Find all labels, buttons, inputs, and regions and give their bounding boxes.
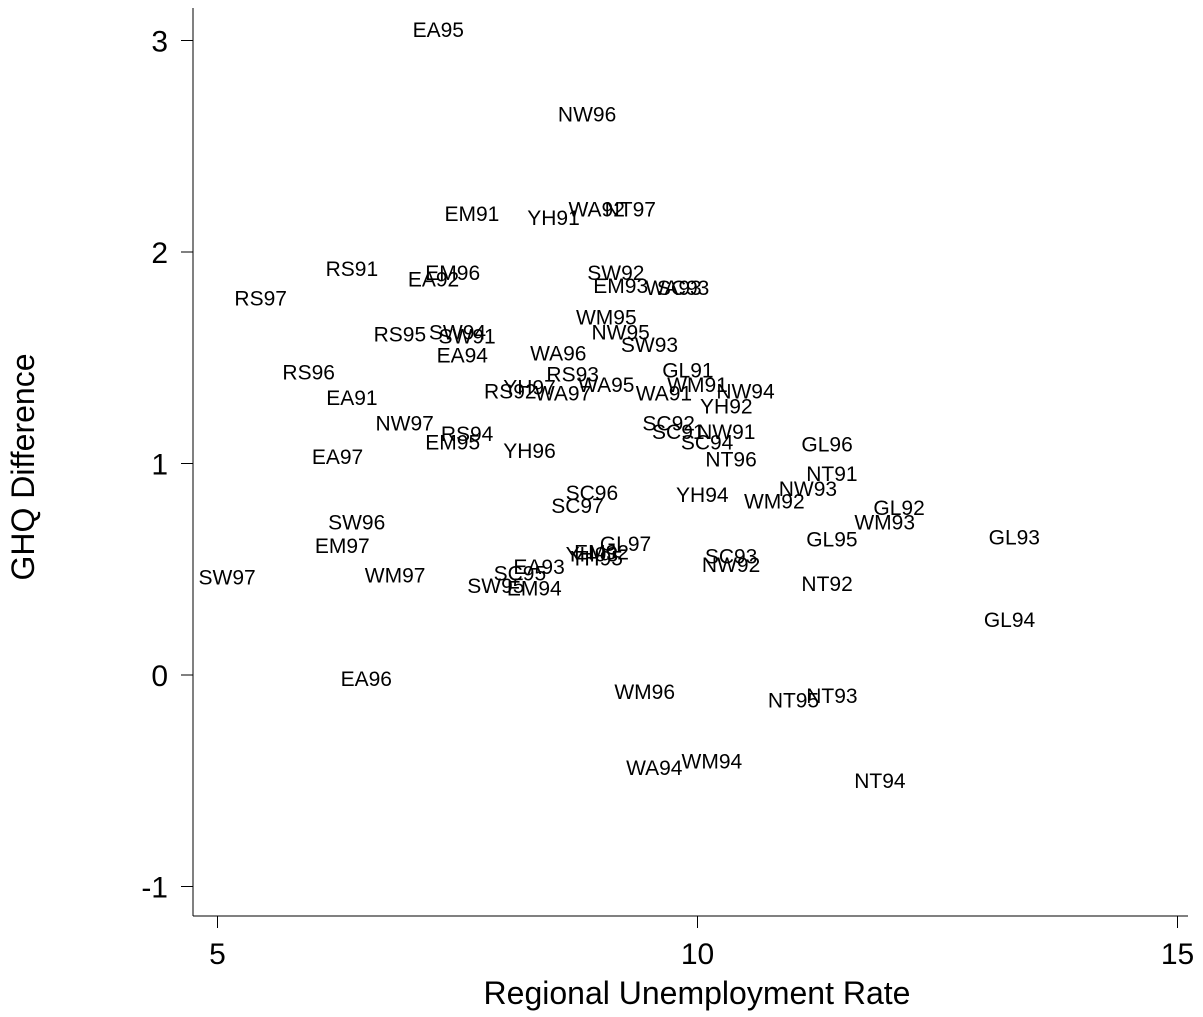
point-label-ea96: EA96 (341, 668, 392, 691)
point-label-nt97: NT97 (605, 199, 656, 222)
point-label-sw97: SW97 (199, 567, 256, 590)
point-label-gl91: GL91 (662, 359, 713, 382)
point-label-rs92: RS92 (484, 381, 537, 404)
point-label-rs94: RS94 (441, 423, 494, 446)
y-tick-label: 0 (151, 660, 168, 693)
point-label-wa92: WA92 (568, 199, 624, 222)
point-label-sw91: SW91 (439, 326, 496, 349)
point-label-ea97: EA97 (312, 446, 363, 469)
axes-layer (192, 8, 1188, 917)
point-label-yh97: YH97 (503, 376, 556, 399)
point-label-wa97: WA97 (535, 383, 591, 406)
point-label-nt92: NT92 (801, 573, 852, 596)
point-label-sw94: SW94 (429, 321, 487, 344)
x-axis-title: Regional Unemployment Rate (484, 975, 911, 1011)
point-label-yh96: YH96 (503, 440, 556, 463)
point-label-nw94: NW94 (716, 381, 775, 404)
point-label-nt95: NT95 (768, 689, 819, 712)
point-label-gl93: GL93 (989, 527, 1040, 550)
point-label-em91: EM91 (444, 203, 499, 226)
point-label-nw93: NW93 (779, 478, 837, 501)
y-axis-title: GHQ Difference (5, 353, 41, 580)
point-label-wm91: WM91 (667, 374, 728, 397)
point-label-wm93: WM93 (854, 512, 915, 535)
x-tick-label: 15 (1161, 938, 1194, 971)
point-label-nt96: NT96 (705, 448, 756, 471)
point-label-wa94: WA94 (626, 757, 683, 780)
point-label-ea93: EA93 (513, 556, 564, 579)
point-label-wm95: WM95 (576, 307, 637, 330)
point-label-gl95: GL95 (806, 529, 857, 552)
point-label-yh94: YH94 (676, 484, 729, 507)
point-label-sc97: SC97 (551, 495, 604, 518)
y-tick-label: 2 (151, 237, 168, 270)
point-label-sc93: SC93 (705, 546, 758, 569)
x-tick-label: 5 (209, 938, 226, 971)
point-label-wm92: WM92 (744, 491, 805, 514)
point-label-em97: EM97 (315, 535, 370, 558)
point-label-sc91: SC91 (652, 421, 705, 444)
y-tick-label: 1 (151, 449, 168, 482)
point-label-sw95: SW95 (467, 575, 524, 598)
point-label-ea91: EA91 (326, 387, 377, 410)
point-label-nt91: NT91 (806, 463, 857, 486)
point-label-ea92: EA92 (408, 268, 459, 291)
point-label-nw97: NW97 (376, 412, 434, 435)
point-label-ea94: EA94 (437, 345, 489, 368)
y-tick-label: 3 (151, 26, 168, 59)
ticks-layer: -1 0 1 2 3 5 10 15 (141, 26, 1194, 972)
point-label-wa93: WA93 (645, 277, 701, 300)
y-tick-label: -1 (141, 872, 168, 905)
point-label-ea95: EA95 (413, 19, 464, 42)
point-label-wa91: WA91 (636, 383, 692, 406)
point-label-rs96: RS96 (282, 362, 335, 385)
point-label-nw91: NW91 (697, 421, 755, 444)
point-label-yh95: YH95 (570, 548, 623, 571)
point-label-sw93: SW93 (621, 334, 678, 357)
point-label-nw92: NW92 (702, 554, 760, 577)
point-label-wm96: WM96 (614, 681, 675, 704)
point-label-yh91: YH91 (527, 207, 580, 230)
point-label-em94: EM94 (507, 577, 562, 600)
point-label-sc93: SC93 (657, 277, 710, 300)
point-label-sc96: SC96 (566, 482, 619, 505)
x-tick-label: 10 (681, 938, 714, 971)
point-label-wa95: WA95 (578, 374, 634, 397)
point-label-sw92: SW92 (587, 262, 644, 285)
point-label-em95: EM95 (425, 431, 480, 454)
point-label-em92: EM92 (574, 541, 629, 564)
point-label-rs95: RS95 (374, 323, 427, 346)
point-label-sc92: SC92 (642, 412, 695, 435)
point-label-wm97: WM97 (365, 565, 426, 588)
point-label-sc95: SC95 (494, 562, 547, 585)
point-label-gl96: GL96 (801, 433, 852, 456)
point-label-rs93: RS93 (546, 364, 599, 387)
point-label-wa96: WA96 (530, 343, 586, 366)
point-label-gl97: GL97 (600, 533, 651, 556)
point-label-nt94: NT94 (854, 770, 906, 793)
point-label-yh93: YH93 (566, 543, 619, 566)
point-label-gl94: GL94 (984, 609, 1036, 632)
point-label-sc94: SC94 (681, 431, 734, 454)
point-label-em96: EM96 (425, 262, 480, 285)
point-label-nt93: NT93 (806, 685, 857, 708)
point-label-yh92: YH92 (700, 395, 753, 418)
point-label-nw95: NW95 (592, 321, 650, 344)
point-label-wm94: WM94 (682, 751, 743, 774)
point-label-rs97: RS97 (234, 288, 287, 311)
point-label-rs91: RS91 (326, 258, 379, 281)
point-label-sw96: SW96 (328, 512, 385, 535)
point-label-em93: EM93 (593, 275, 648, 298)
point-label-nw96: NW96 (558, 104, 616, 127)
point-label-gl92: GL92 (873, 497, 924, 520)
